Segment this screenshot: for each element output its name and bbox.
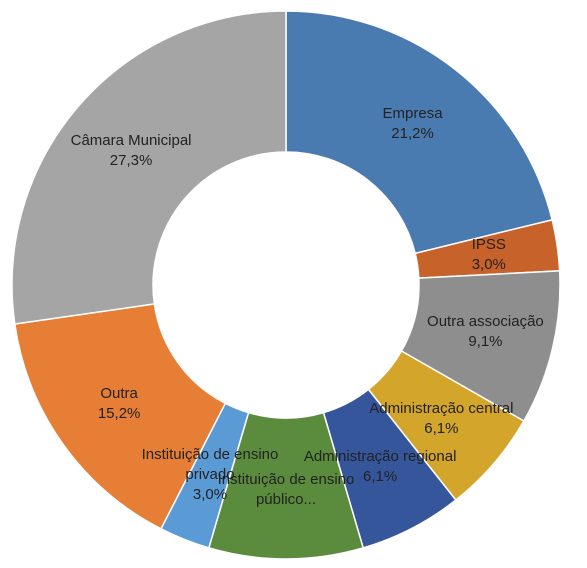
value-label: 6,1%	[424, 419, 459, 437]
category-label: Empresa	[382, 104, 443, 122]
value-label: 21,2%	[391, 124, 434, 142]
category-label: Instituição de ensino privado	[141, 446, 279, 484]
donut-slice	[13, 303, 227, 530]
category-label: Outra	[100, 385, 138, 403]
slice-label: Câmara Municipal 27,3%	[41, 131, 221, 171]
slice-label: Instituição de ensino público...	[196, 470, 376, 510]
value-label: 3,0%	[192, 486, 228, 504]
category-label: Câmara Municipal	[70, 131, 192, 149]
category-label: Outra associação	[427, 313, 544, 331]
slice-label: Outra 15,2%	[29, 384, 209, 424]
slice-label: Empresa 21,2%	[323, 104, 503, 144]
slice-label: IPSS 3,0%	[399, 235, 579, 275]
value-label: 15,2%	[97, 405, 141, 423]
category-label: Administração central	[369, 399, 514, 417]
donut-slice	[11, 10, 287, 325]
slice-label: Administração regional 6,1%	[290, 447, 470, 487]
category-label: IPSS	[471, 236, 506, 254]
category-label: Administração regional	[303, 448, 457, 466]
slice-label: Administração central 6,1%	[351, 399, 531, 439]
value-label: 27,3%	[109, 151, 153, 169]
category-label: Instituição de ensino público...	[217, 471, 355, 508]
slice-label: Instituição de ensino privado 3,0%	[120, 445, 300, 505]
value-label: 6,1%	[363, 468, 398, 486]
value-label: 3,0%	[471, 256, 506, 274]
donut-slice	[285, 10, 554, 255]
slice-label: Outra associação 9,1%	[395, 312, 575, 352]
value-label: 9,1%	[468, 333, 503, 351]
